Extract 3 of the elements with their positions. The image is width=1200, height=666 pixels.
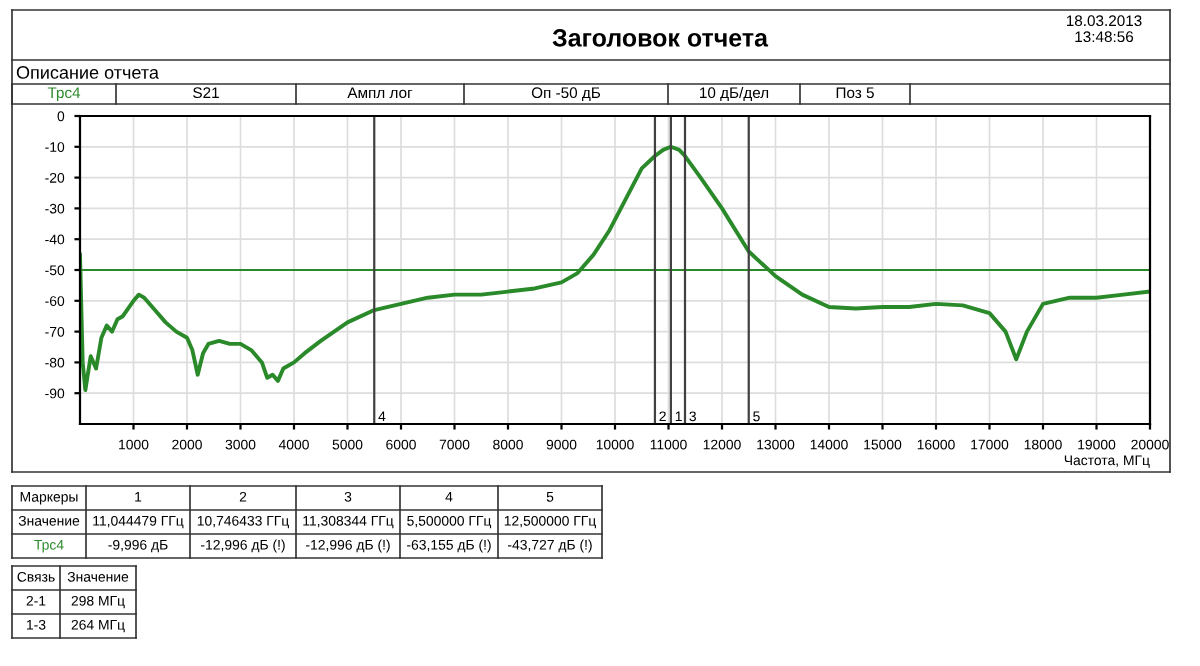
text: Описание отчета xyxy=(16,66,159,79)
chart-title: Заголовок отчета xyxy=(552,29,769,47)
line-series xyxy=(80,144,1150,393)
